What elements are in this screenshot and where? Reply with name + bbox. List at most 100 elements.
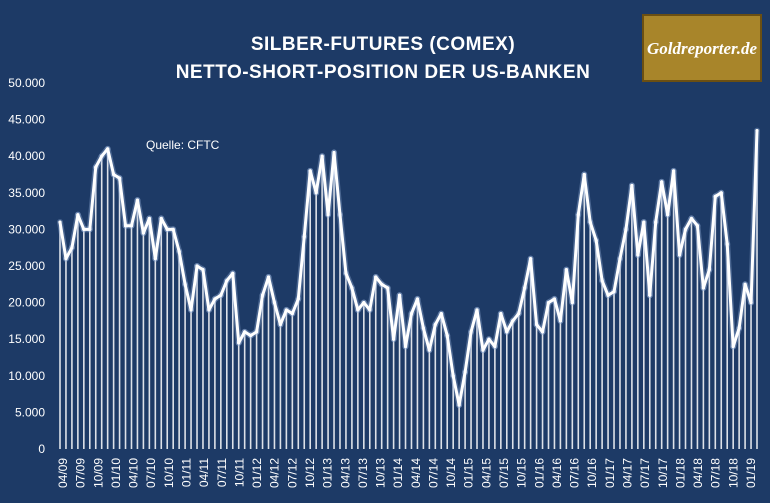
data-point (147, 216, 151, 221)
data-point (82, 227, 86, 231)
series-line-segment (624, 183, 634, 231)
data-point (451, 374, 455, 378)
series-line-segment (475, 308, 485, 352)
data-point (278, 322, 283, 327)
data-point (308, 169, 312, 173)
data-point (100, 154, 104, 158)
data-point (171, 227, 175, 231)
data-point (552, 297, 557, 301)
series-line-segment (558, 268, 568, 323)
x-tick-label: 04/10 (127, 458, 141, 488)
series-line-segment (499, 312, 509, 334)
series-line-segment (445, 334, 455, 378)
data-point (642, 220, 646, 224)
series-line-segment (719, 191, 729, 246)
logo: Goldreporter.de (642, 14, 762, 82)
series-line-segment (463, 330, 473, 374)
data-point (677, 253, 682, 257)
x-tick-label: 04/16 (550, 458, 564, 488)
series-line-segment (267, 275, 276, 305)
x-tick-label: 01/11 (179, 458, 193, 487)
x-tick-label: 10/10 (162, 458, 176, 488)
data-point (695, 224, 700, 228)
series-line-segment (368, 275, 378, 312)
data-point (439, 311, 443, 316)
data-point (517, 311, 521, 316)
data-point (296, 297, 300, 301)
data-point (183, 282, 187, 286)
series-line-segment (648, 220, 658, 297)
data-point (380, 282, 384, 286)
series-line-segment (541, 301, 550, 334)
x-tick-label: 10/11 (232, 458, 246, 487)
data-point (457, 403, 461, 407)
x-tick-label: 04/13 (338, 458, 352, 488)
series-line-segment (731, 326, 741, 349)
series-line-segment (481, 337, 491, 352)
data-point (243, 330, 247, 334)
data-point (749, 301, 753, 305)
data-point (302, 235, 306, 239)
x-tick-label: 07/14 (426, 458, 440, 488)
data-point (249, 333, 253, 338)
data-point (153, 257, 157, 261)
data-point (123, 224, 128, 228)
data-point (731, 344, 735, 349)
series-line-segment (290, 297, 300, 316)
data-point (106, 147, 110, 151)
series-line-segment (147, 216, 157, 261)
data-point (392, 337, 396, 341)
data-point (594, 238, 598, 242)
x-tick-label: 07/16 (568, 458, 582, 488)
y-tick-label: 20.000 (8, 296, 45, 310)
series-line-segment (630, 183, 640, 257)
series-line-segment (594, 238, 604, 283)
data-point (409, 311, 414, 316)
data-point (88, 227, 92, 231)
data-point (713, 194, 717, 199)
data-point (546, 301, 551, 305)
data-point (320, 154, 324, 158)
x-tick-label: 01/18 (673, 458, 687, 488)
x-tick-label: 10/18 (726, 458, 740, 488)
x-tick-label: 10/16 (585, 458, 599, 488)
series-line-segment (189, 264, 199, 312)
data-point (117, 176, 122, 180)
series-line-segment (588, 220, 598, 242)
data-point (415, 297, 420, 301)
x-tick-label: 10/09 (91, 458, 105, 488)
data-point (469, 330, 473, 334)
data-point (671, 169, 676, 173)
y-tick-label: 5.000 (15, 405, 45, 419)
series-line-segment (529, 257, 539, 327)
data-point (523, 286, 527, 290)
series-line-segment (672, 169, 682, 257)
x-tick-label: 04/14 (409, 458, 423, 488)
series-line-segment (94, 154, 104, 169)
series-line-segment (404, 312, 413, 349)
series-line-segment (88, 165, 98, 231)
series-line-segment (76, 213, 86, 231)
data-point (725, 242, 729, 246)
series-line-segment (654, 180, 664, 224)
data-point (534, 322, 539, 327)
y-tick-label: 15.000 (8, 332, 45, 346)
series-line-segment (314, 154, 324, 195)
x-tick-label: 10/15 (515, 458, 529, 488)
data-point (326, 213, 330, 217)
series-line-segment (237, 330, 247, 345)
data-point (386, 286, 390, 290)
series-line-segment (600, 279, 610, 297)
data-point (207, 308, 211, 312)
x-tick-label: 10/13 (374, 458, 388, 488)
x-tick-label: 07/15 (497, 458, 511, 488)
series-line-segment (207, 297, 217, 312)
data-point (254, 330, 259, 334)
data-point (260, 293, 265, 297)
x-tick-label: 07/10 (144, 458, 158, 488)
data-point (332, 150, 336, 155)
data-point (755, 128, 759, 133)
data-point (314, 191, 318, 195)
